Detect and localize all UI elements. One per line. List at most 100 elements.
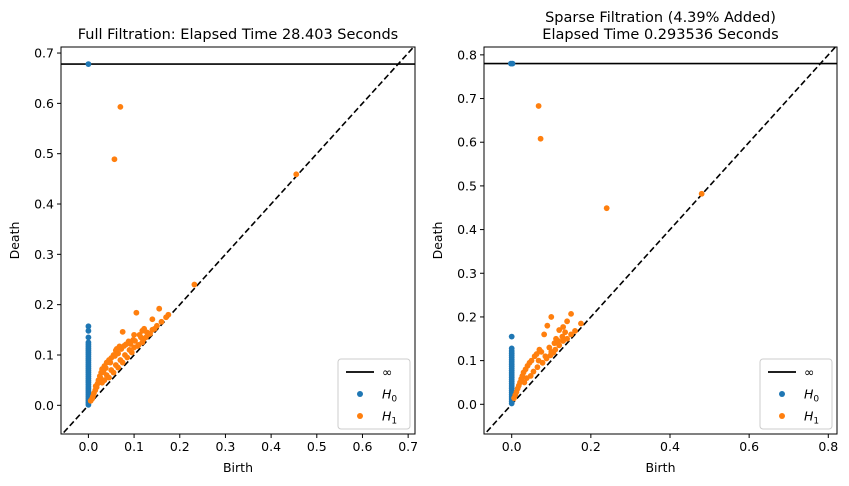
data-point-h1 — [560, 324, 567, 330]
chart-title: Sparse Filtration (4.39% Added) — [545, 10, 776, 26]
legend-dot-marker — [779, 391, 785, 397]
data-point-h1 — [556, 327, 563, 333]
data-point-h1 — [564, 318, 571, 325]
legend-box — [759, 358, 833, 430]
data-point-h1 — [556, 342, 563, 349]
y-tick-label: 0.4 — [457, 222, 477, 237]
legend-label-sub: 0 — [813, 395, 819, 405]
series-h1 — [87, 103, 300, 404]
data-point-h1 — [151, 325, 158, 332]
data-point-h1 — [543, 355, 550, 362]
y-tick-label: 0.1 — [457, 353, 477, 368]
x-tick-label: 0.8 — [818, 439, 838, 454]
axes-frame — [60, 46, 416, 435]
y-tick-label: 0.7 — [457, 91, 477, 106]
data-point-h1 — [163, 314, 169, 321]
data-point-h1 — [572, 328, 578, 334]
y-tick-label: 0.8 — [457, 47, 477, 62]
y-tick-label: 0.2 — [34, 297, 54, 312]
data-point-h0 — [509, 60, 516, 67]
data-point-h1 — [96, 378, 103, 385]
data-point-h1 — [92, 383, 99, 390]
subplot-2: 0.0 0.2 0.4 0.6 0.8 0.0 0.1 0.2 0.3 0.4 0.5 0.6 0.7 0… — [430, 10, 838, 475]
data-point-h1 — [523, 375, 530, 381]
diagonal-line — [484, 47, 837, 434]
plot-area — [61, 47, 415, 434]
data-point-h1 — [132, 337, 138, 344]
data-point-h1 — [124, 354, 131, 361]
x-tick-label: 0.6 — [353, 439, 373, 454]
y-tick-label: 0.1 — [34, 347, 54, 362]
data-point-h1 — [106, 374, 112, 381]
x-tick-label: 0.5 — [307, 439, 327, 454]
data-point-h1 — [562, 329, 569, 336]
data-point-h0 — [85, 334, 92, 341]
data-point-h1 — [546, 344, 553, 351]
x-tick-label: 0.7 — [398, 439, 418, 454]
data-point-h1 — [107, 359, 114, 366]
y-tick-label: 0.0 — [34, 398, 54, 413]
data-point-h1 — [511, 395, 517, 402]
x-tick-label: 0.2 — [170, 439, 190, 454]
data-point-h1 — [559, 333, 566, 340]
series-h0 — [508, 60, 516, 407]
data-point-h1 — [535, 103, 542, 109]
data-point-h0 — [85, 327, 92, 334]
series-h0 — [85, 61, 92, 408]
data-point-h1 — [113, 346, 120, 352]
legend-dot-marker — [357, 413, 363, 419]
data-point-h1 — [541, 331, 548, 338]
data-point-h1 — [115, 364, 121, 371]
axes-frame — [483, 46, 838, 435]
y-tick-label: 0.6 — [457, 135, 477, 150]
chart-title: Elapsed Time 0.293536 Seconds — [542, 27, 778, 43]
y-tick-label: 0.0 — [457, 397, 477, 412]
data-point-h1 — [578, 320, 584, 327]
data-point-h1 — [550, 349, 557, 356]
x-axis-label: Birth — [223, 460, 253, 475]
data-point-h1 — [139, 327, 146, 334]
legend-label: ∞ — [804, 365, 814, 380]
data-point-h1 — [158, 318, 165, 325]
data-point-h1 — [293, 171, 300, 178]
x-tick-label: 0.3 — [215, 439, 235, 454]
data-point-h1 — [149, 316, 156, 323]
data-point-h1 — [538, 348, 545, 355]
x-tick-label: 0.6 — [739, 439, 759, 454]
data-point-h1 — [568, 310, 574, 317]
data-point-h1 — [530, 368, 537, 375]
x-tick-label: 0.2 — [581, 439, 601, 454]
data-point-h1 — [531, 353, 538, 360]
y-tick-label: 0.6 — [34, 96, 54, 111]
data-point-h1 — [119, 328, 126, 335]
legend-label-sub: 1 — [391, 417, 397, 427]
y-tick-label: 0.7 — [34, 46, 54, 61]
x-tick-label: 0.1 — [124, 439, 144, 454]
legend-label-sub: 0 — [391, 395, 397, 405]
legend-dot-marker — [357, 391, 363, 397]
data-point-h1 — [555, 338, 562, 344]
data-point-h1 — [100, 369, 107, 376]
y-tick-label: 0.5 — [34, 146, 54, 161]
data-point-h1 — [603, 205, 610, 212]
chart-title: Full Filtration: Elapsed Time 28.403 Sec… — [78, 27, 398, 43]
data-point-h1 — [119, 359, 126, 366]
data-point-h1 — [537, 135, 544, 142]
legend-dot-marker — [779, 413, 785, 419]
data-point-h1 — [110, 369, 117, 376]
data-point-h0 — [85, 61, 92, 68]
y-axis-label: Death — [430, 222, 445, 260]
data-point-h1 — [131, 331, 137, 338]
x-tick-label: 0.0 — [502, 439, 522, 454]
y-tick-label: 0.5 — [457, 178, 477, 193]
y-tick-label: 0.2 — [457, 309, 477, 324]
data-point-h1 — [87, 397, 94, 404]
legend-label-sub: 1 — [813, 417, 819, 427]
data-point-h1 — [127, 341, 134, 347]
data-point-h1 — [534, 364, 541, 371]
data-point-h0 — [508, 400, 515, 407]
data-point-h1 — [121, 343, 127, 349]
data-point-h1 — [698, 190, 705, 197]
